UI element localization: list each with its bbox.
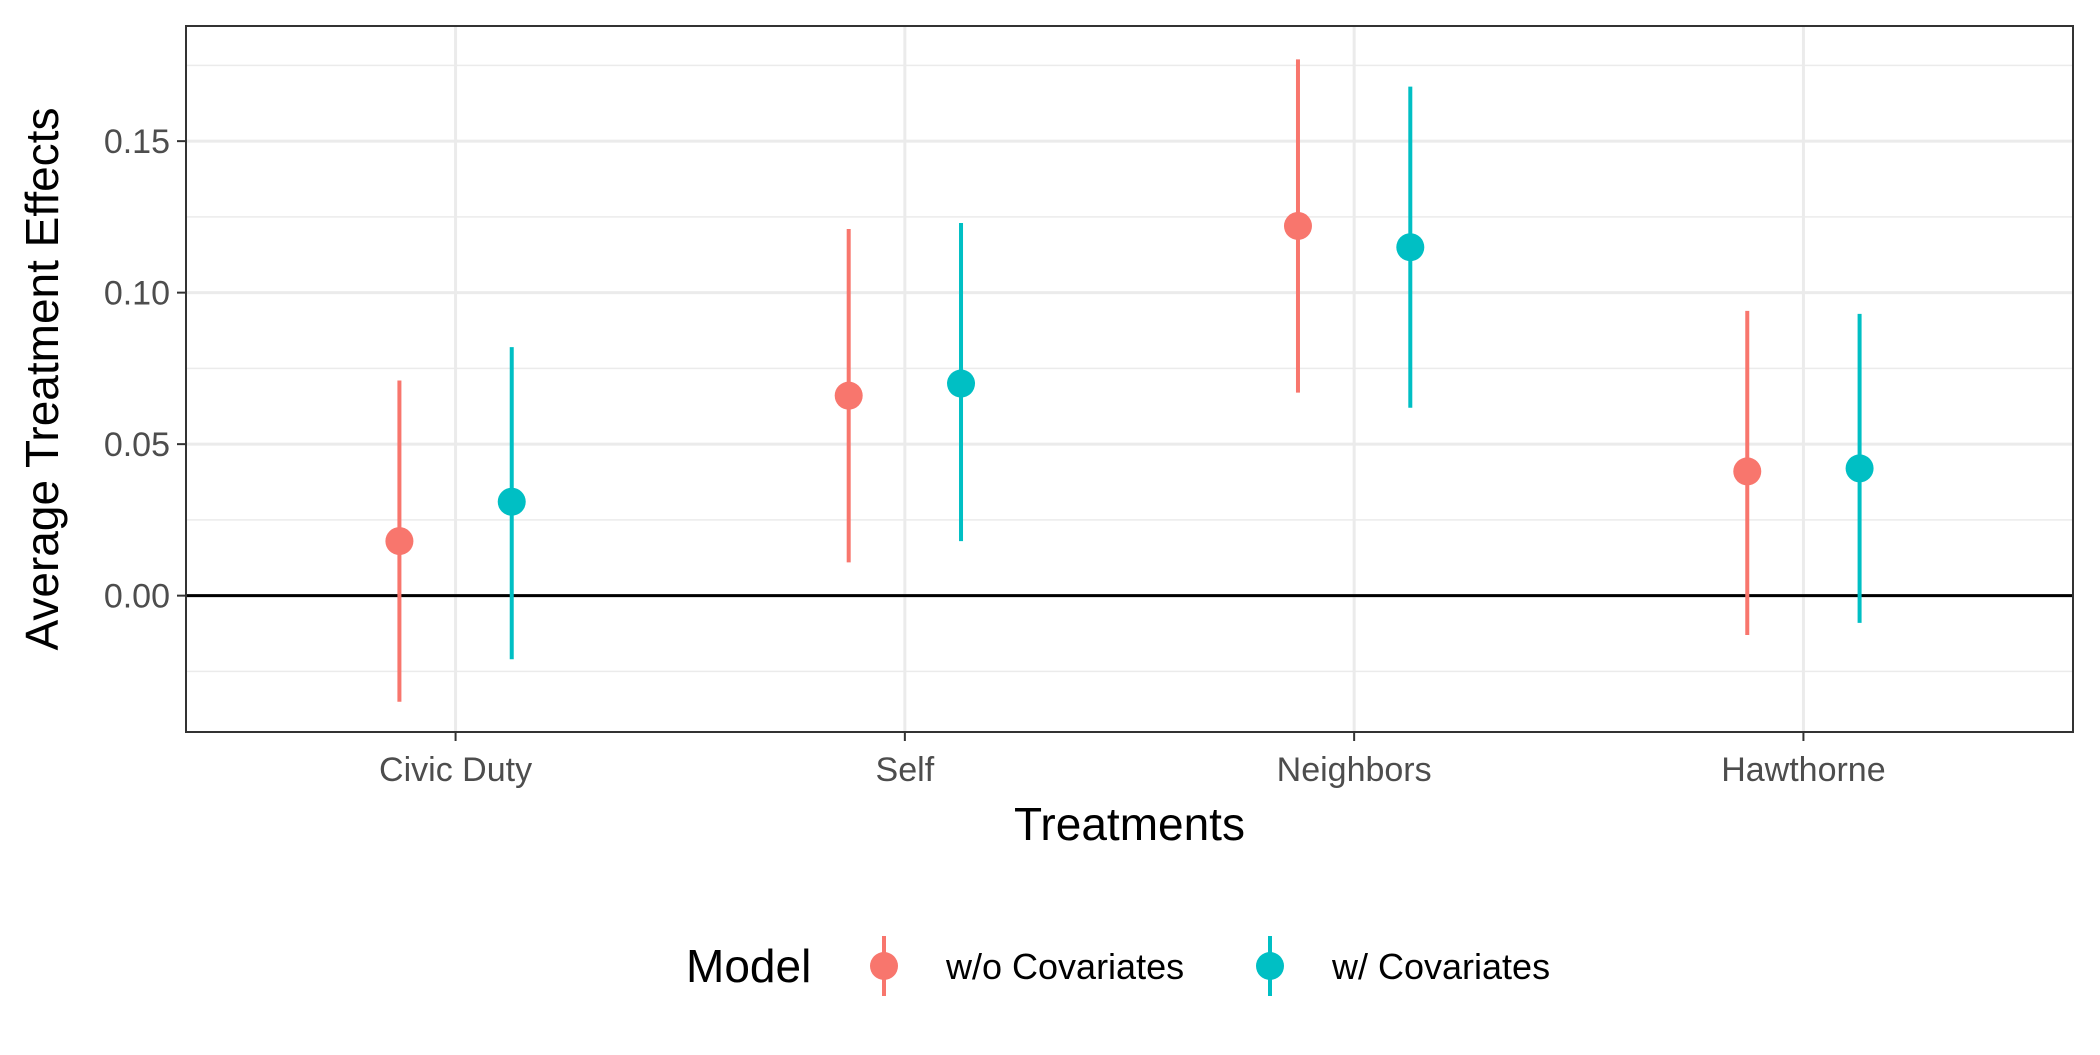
y-tick-label: 0.05: [104, 426, 170, 464]
y-axis-title: Average Treatment Effects: [16, 108, 68, 651]
axes-layer: 0.00 0.05 0.10 0.15 Civic Duty Self Neighbors H…: [104, 123, 1886, 789]
estimate-point: [497, 487, 526, 516]
legend-key-point: [1256, 952, 1284, 980]
x-tick-label: Hawthorne: [1721, 751, 1885, 789]
y-tick-label: 0.15: [104, 123, 170, 161]
legend-label: w/o Covariates: [945, 946, 1184, 987]
estimate-point: [1396, 233, 1425, 262]
legend-item: w/o Covariates: [870, 936, 1184, 996]
y-tick-label: 0.00: [104, 578, 170, 616]
estimate-point: [385, 527, 414, 556]
x-tick-label: Civic Duty: [379, 751, 532, 789]
plot-panel-border: [185, 25, 2074, 733]
legend-item: w/ Covariates: [1256, 936, 1550, 996]
legend-label: w/ Covariates: [1331, 946, 1550, 987]
grid-layer: [186, 26, 2073, 732]
legend: Model w/o Covariates w/ Covariates: [686, 936, 1550, 996]
legend-title: Model: [686, 940, 811, 992]
x-tick-label: Self: [876, 751, 935, 789]
legend-key-point: [870, 952, 898, 980]
estimate-point: [947, 369, 976, 398]
estimate-point: [834, 381, 863, 410]
y-tick-label: 0.10: [104, 275, 170, 313]
estimate-point: [1845, 454, 1874, 483]
estimate-point: [1733, 457, 1762, 486]
estimate-point: [1283, 211, 1312, 240]
x-tick-label: Neighbors: [1277, 751, 1432, 789]
x-axis-title: Treatments: [1014, 798, 1245, 850]
marks-layer: [385, 59, 1874, 702]
